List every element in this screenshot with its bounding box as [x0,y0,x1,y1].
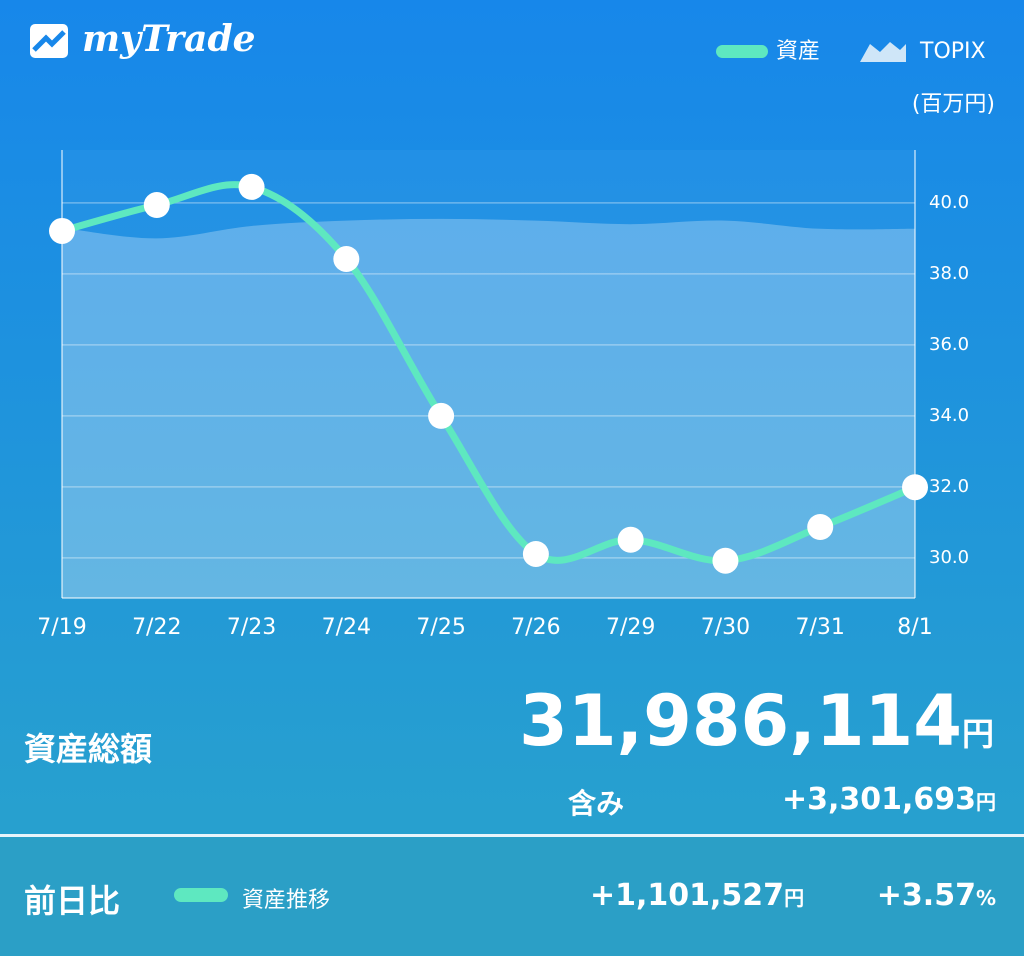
logo-icon [30,24,68,58]
y-tick-label: 36.0 [929,334,969,355]
data-point [143,192,170,219]
y-tick-label: 38.0 [929,263,969,284]
data-point [522,540,549,567]
gain-value: +3,301,693円 [782,782,996,817]
data-point [238,173,265,200]
change-unit: 円 [784,886,805,910]
total-unit: 円 [961,715,994,753]
percent-unit: % [975,886,996,910]
divider [0,834,1024,837]
data-point [49,217,75,244]
x-tick-label: 7/25 [416,615,465,640]
data-point [712,547,739,574]
y-tick-label: 40.0 [929,192,969,213]
gain-unit: 円 [976,790,996,814]
x-tick-label: 7/29 [606,615,655,640]
unit-label: (百万円) [912,92,995,117]
footer [0,837,1024,956]
legend-label: TOPIX [919,39,986,64]
x-tick-label: 7/30 [701,615,750,640]
x-tick-label: 7/31 [796,615,845,640]
data-point [333,245,360,272]
asset-line [58,181,919,565]
x-tick-label: 7/22 [132,615,181,640]
percent-amount: +3.57 [876,878,976,913]
chart: myTrade (百万円) 30.0 32.0 34.0 36.0 38.0 40.0 7/… [30,18,995,640]
footer-label: 前日比 [24,882,121,920]
data-point [807,514,834,541]
data-point [902,474,928,501]
gain-label: 含み [568,787,625,820]
legend-swatch [860,42,906,62]
x-tick-label: 7/23 [227,615,276,640]
logo-text: myTrade [82,18,256,60]
change-amount: +1,101,527 [590,878,785,913]
legend-label: 資産 [776,39,820,64]
legend-swatch [716,45,768,58]
gain-amount: +3,301,693 [781,782,976,817]
x-tick-label: 8/1 [897,615,932,640]
y-tick-label: 32.0 [929,476,969,497]
x-tick-label: 7/19 [37,615,86,640]
total-amount: 31,986,114 [519,680,962,762]
x-tick-label: 7/26 [511,615,560,640]
percent-value: +3.57% [877,878,996,913]
y-tick-label: 30.0 [929,547,969,568]
footer-legend: 資産推移 [242,888,331,913]
change-value: +1,101,527円 [590,878,804,913]
y-tick-label: 34.0 [929,405,969,426]
topix-area [62,218,915,598]
data-point [428,402,455,429]
x-tick-label: 7/24 [322,615,371,640]
footer-legend-swatch [174,888,228,902]
plot-area [62,150,915,598]
total-label: 資産総額 [24,730,153,768]
data-point [617,526,644,553]
total-value: 31,986,114円 [519,680,994,762]
